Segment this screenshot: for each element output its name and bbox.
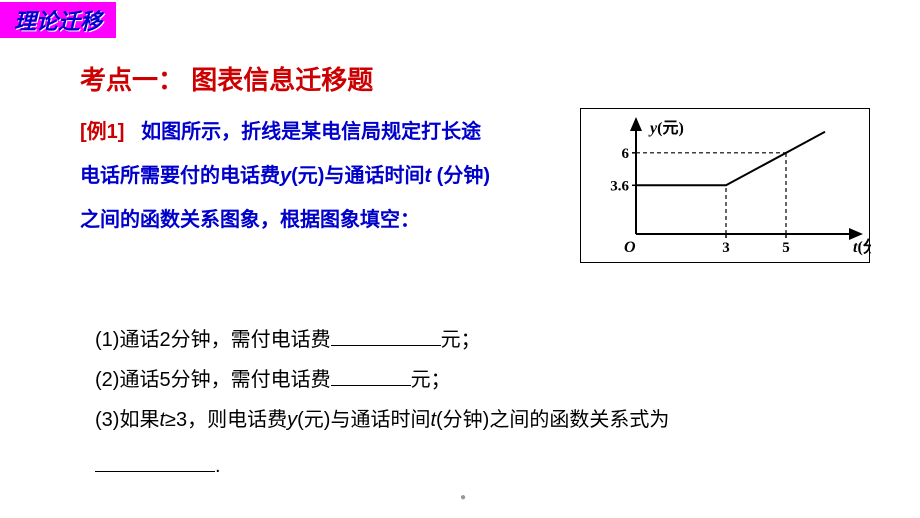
question-1: (1)通话2分钟，需付电话费 元； — [95, 320, 885, 360]
q2-blank — [331, 366, 411, 386]
problem-line1: 如图所示，折线是某电信局规定打长途 — [141, 121, 481, 143]
svg-text:t(分钟): t(分钟) — [853, 237, 871, 256]
q3-end: . — [215, 455, 221, 477]
q1-text-a: (1)通话2分钟，需付电话费 — [95, 329, 331, 351]
q2-text-a: (2)通话5分钟，需付电话费 — [95, 369, 331, 391]
page-indicator-icon: ● — [460, 492, 466, 503]
q1-text-b: 元； — [441, 329, 481, 351]
problem-line2c: (分钟) — [431, 165, 490, 187]
svg-text:5: 5 — [782, 240, 790, 256]
q3-text-a: (3)如果 — [95, 409, 159, 431]
section-title: 考点一： 图表信息迁移题 — [80, 60, 373, 97]
question-2: (2)通话5分钟，需付电话费 元； — [95, 360, 885, 400]
questions-block: (1)通话2分钟，需付电话费元； (2)通话5分钟，需付电话费元； (3)如果t… — [95, 320, 885, 486]
chart-container: 3.6 6 3 5 Oy(元) t(分钟) — [580, 108, 870, 263]
chart-svg: 3.6 6 3 5 Oy(元) t(分钟) — [581, 109, 871, 264]
question-3-blank-line: . — [95, 446, 885, 486]
var-y: y — [280, 165, 291, 187]
problem-line2a: 电话所需要付的电话费 — [80, 165, 280, 187]
q3-var-y: y — [287, 409, 297, 431]
svg-text:O: O — [624, 239, 636, 256]
q3-text-d: (分钟)之间的函数关系式为 — [436, 409, 669, 431]
q3-blank — [95, 452, 215, 472]
question-3: (3)如果t≥3，则电话费y(元)与通话时间t(分钟)之间的函数关系式为 — [95, 400, 885, 440]
q1-blank — [331, 326, 441, 346]
q2-text-b: 元； — [411, 369, 451, 391]
problem-line2b: (元)与通话时间 — [291, 165, 424, 187]
svg-text:3: 3 — [722, 240, 730, 256]
q3-text-c: (元)与通话时间 — [297, 409, 430, 431]
svg-text:y(元): y(元) — [648, 120, 684, 137]
header-tag: 理论迁移 — [0, 2, 116, 38]
example-label: [例1] — [80, 121, 124, 143]
q3-text-b: ≥3，则电话费 — [165, 409, 287, 431]
problem-line3: 之间的函数关系图象，根据图象填空： — [80, 209, 420, 231]
svg-text:6: 6 — [622, 146, 630, 162]
svg-text:3.6: 3.6 — [610, 178, 629, 194]
